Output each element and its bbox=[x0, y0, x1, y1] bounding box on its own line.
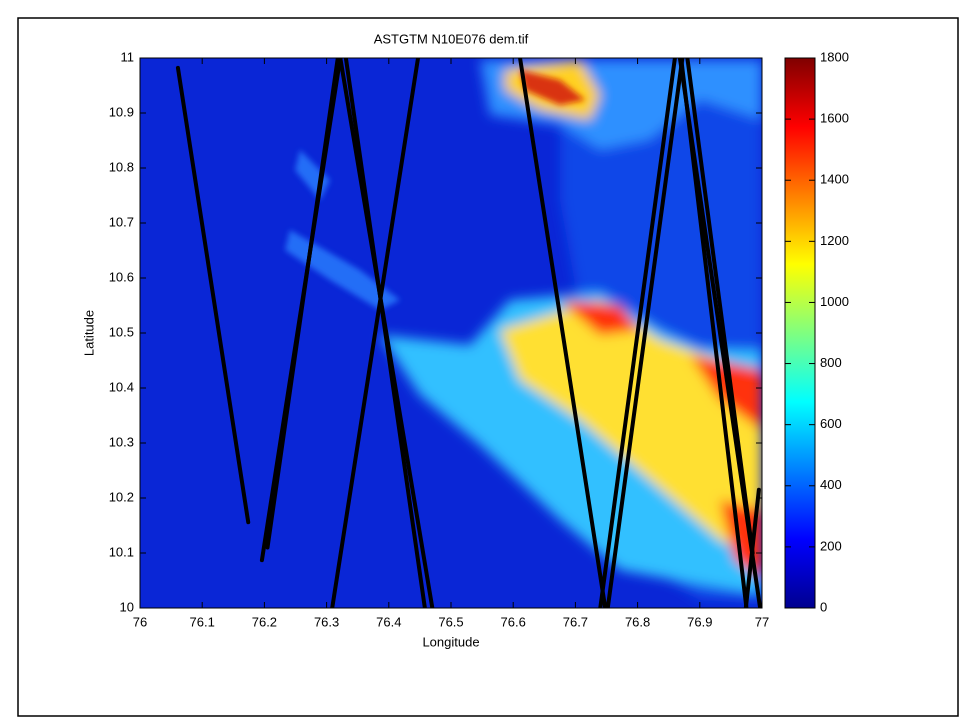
colorbar-tick-label: 1000 bbox=[820, 294, 849, 309]
colorbar-tick-label: 0 bbox=[820, 599, 827, 614]
y-tick-label: 10.9 bbox=[109, 104, 134, 119]
colorbar-tick-label: 1200 bbox=[820, 233, 849, 248]
x-tick-label: 77 bbox=[755, 614, 769, 629]
ground-track bbox=[605, 58, 685, 608]
y-tick-label: 10.8 bbox=[109, 159, 134, 174]
x-axis-label: Longitude bbox=[422, 634, 479, 649]
y-tick-label: 10.5 bbox=[109, 324, 134, 339]
x-tick-label: 76.7 bbox=[563, 614, 588, 629]
ground-track bbox=[343, 58, 427, 608]
y-tick-label: 10.2 bbox=[109, 489, 134, 504]
y-tick-label: 10.6 bbox=[109, 269, 134, 284]
y-tick-label: 10.3 bbox=[109, 434, 134, 449]
ground-track bbox=[518, 58, 608, 608]
ground-track bbox=[175, 65, 251, 525]
y-tick-label: 10 bbox=[120, 599, 134, 614]
colorbar-tick-label: 200 bbox=[820, 538, 842, 553]
x-tick-label: 76.8 bbox=[625, 614, 650, 629]
y-tick-label: 10.1 bbox=[109, 544, 134, 559]
x-tick-label: 76.2 bbox=[252, 614, 277, 629]
colorbar-tick-label: 800 bbox=[820, 355, 842, 370]
x-tick-label: 76.4 bbox=[376, 614, 401, 629]
y-tick-label: 11 bbox=[121, 49, 135, 64]
x-tick-label: 76.3 bbox=[314, 614, 339, 629]
ground-track bbox=[330, 58, 421, 608]
colorbar-tick-label: 1600 bbox=[820, 111, 849, 126]
x-tick-label: 76.1 bbox=[190, 614, 215, 629]
x-tick-label: 76.5 bbox=[438, 614, 463, 629]
y-tick-label: 10.7 bbox=[109, 214, 134, 229]
y-tick-label: 10.4 bbox=[109, 379, 134, 394]
chart-title: ASTGTM N10E076 dem.tif bbox=[374, 31, 529, 46]
y-axis-label: Latitude bbox=[81, 310, 96, 356]
x-tick-label: 76.9 bbox=[687, 614, 712, 629]
colorbar-tick-label: 1400 bbox=[820, 172, 849, 187]
dem-image bbox=[140, 58, 762, 608]
colorbar-tick-label: 400 bbox=[820, 477, 842, 492]
x-tick-label: 76 bbox=[133, 614, 147, 629]
figure-border bbox=[17, 17, 959, 717]
ground-track bbox=[598, 58, 677, 608]
ground-track bbox=[743, 487, 761, 608]
colorbar-tick-label: 600 bbox=[820, 416, 842, 431]
x-tick-label: 76.6 bbox=[501, 614, 526, 629]
colorbar-tick-label: 1800 bbox=[820, 49, 849, 64]
ground-track bbox=[685, 58, 755, 555]
ground-track bbox=[679, 58, 749, 608]
colorbar bbox=[784, 57, 816, 609]
ground-tracks bbox=[175, 58, 762, 608]
ground-track bbox=[265, 58, 340, 550]
